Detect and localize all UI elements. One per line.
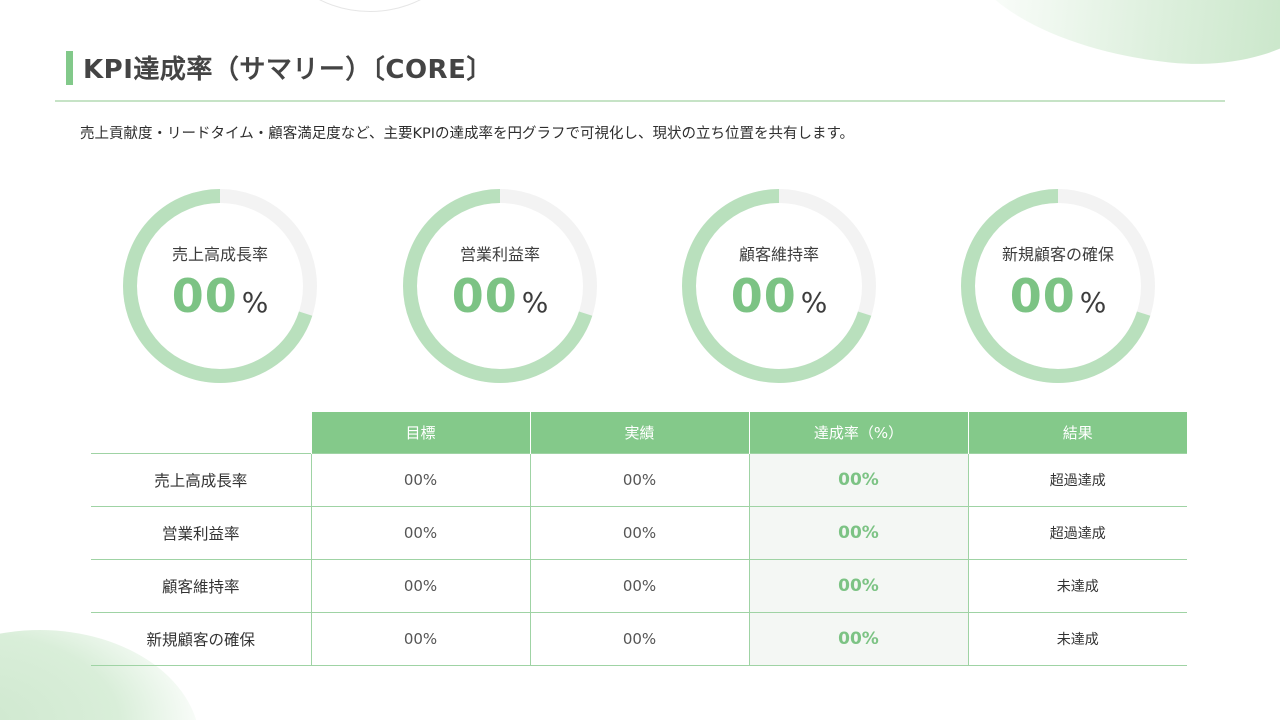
donut-label: 新規顧客の確保 xyxy=(1001,245,1114,264)
decorative-wave-top-right xyxy=(953,0,1280,80)
kpi-name: 顧客維持率 xyxy=(91,558,311,613)
title-divider xyxy=(55,100,1225,102)
donut-label: 売上高成長率 xyxy=(171,245,268,264)
donut-unit: % xyxy=(800,286,828,319)
donut-unit: % xyxy=(241,286,269,319)
donut-chart-new-customers: 新規顧客の確保 00 % xyxy=(960,188,1156,384)
header-blank xyxy=(91,412,311,453)
donut-ring xyxy=(403,189,597,383)
donut-ring xyxy=(123,189,317,383)
achievement-rate: 00% xyxy=(748,452,968,507)
page-header: KPI達成率（サマリー）〔CORE〕 xyxy=(66,49,493,86)
result-status: 未達成 xyxy=(967,611,1187,666)
header-target: 目標 xyxy=(310,412,530,453)
donut-value: 00 xyxy=(730,269,797,323)
result-status: 超過達成 xyxy=(967,452,1187,507)
result-status: 未達成 xyxy=(967,558,1187,613)
table-row: 新規顧客の確保 00% 00% 00% 未達成 xyxy=(91,611,1187,666)
kpi-name: 新規顧客の確保 xyxy=(91,611,311,666)
actual-value: 00% xyxy=(529,611,749,666)
donut-ring xyxy=(961,189,1155,383)
page-description: 売上貢献度・リードタイム・顧客満足度など、主要KPIの達成率を円グラフで可視化し… xyxy=(80,126,855,142)
donut-chart-operating-margin: 営業利益率 00 % xyxy=(402,188,598,384)
actual-value: 00% xyxy=(529,558,749,613)
donut-unit: % xyxy=(521,286,549,319)
donut-label: 営業利益率 xyxy=(459,245,540,264)
donut-value: 00 xyxy=(1009,269,1076,323)
kpi-name: 営業利益率 xyxy=(91,505,311,560)
donut-chart-customer-retention: 顧客維持率 00 % xyxy=(681,188,877,384)
actual-value: 00% xyxy=(529,505,749,560)
header-result: 結果 xyxy=(967,412,1187,453)
donut-unit: % xyxy=(1079,286,1107,319)
table-header-row: 目標 実績 達成率（%） 結果 xyxy=(91,412,1187,453)
actual-value: 00% xyxy=(529,452,749,507)
table-row: 営業利益率 00% 00% 00% 超過達成 xyxy=(91,505,1187,560)
title-accent-bar xyxy=(66,50,73,85)
result-status: 超過達成 xyxy=(967,505,1187,560)
donut-ring xyxy=(682,189,876,383)
target-value: 00% xyxy=(310,558,530,613)
target-value: 00% xyxy=(310,452,530,507)
kpi-summary-table: 目標 実績 達成率（%） 結果 売上高成長率 00% 00% 00% 超過達成 … xyxy=(91,412,1187,666)
donut-value: 00 xyxy=(451,269,518,323)
header-actual: 実績 xyxy=(529,412,749,453)
table-row: 顧客維持率 00% 00% 00% 未達成 xyxy=(91,558,1187,613)
decorative-arc-top xyxy=(270,0,470,12)
donut-value: 00 xyxy=(171,269,238,323)
target-value: 00% xyxy=(310,505,530,560)
donut-label: 顧客維持率 xyxy=(738,245,819,264)
donut-chart-sales-growth: 売上高成長率 00 % xyxy=(122,188,318,384)
achievement-rate: 00% xyxy=(748,505,968,560)
page-title: KPI達成率（サマリー）〔CORE〕 xyxy=(83,55,493,85)
table-row: 売上高成長率 00% 00% 00% 超過達成 xyxy=(91,452,1187,507)
achievement-rate: 00% xyxy=(748,611,968,666)
target-value: 00% xyxy=(310,611,530,666)
header-rate: 達成率（%） xyxy=(748,412,968,453)
kpi-name: 売上高成長率 xyxy=(91,452,311,507)
achievement-rate: 00% xyxy=(748,558,968,613)
